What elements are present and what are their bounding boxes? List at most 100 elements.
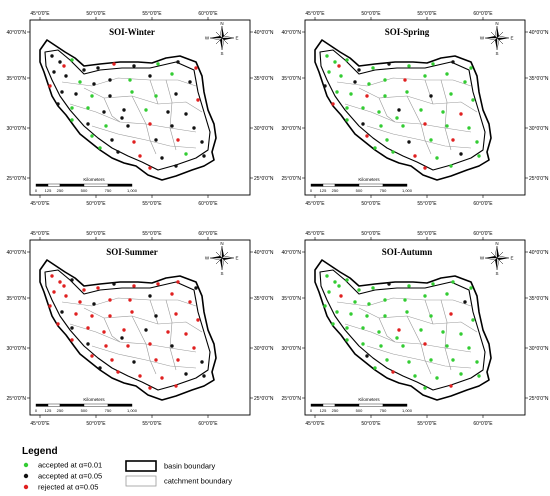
catchment-boundary [358,307,478,333]
station-point [144,328,148,332]
station-point [170,292,174,296]
catchment-boundary [83,307,203,333]
scale-segment [59,403,85,407]
lon-label-top: 50°0'0"E [86,231,106,237]
north-arrow-icon: N S E W [205,21,239,56]
station-point [86,122,90,126]
station-point [112,282,116,286]
station-point [90,354,94,358]
catchment-boundary [91,345,197,369]
compass-needle [497,258,509,260]
station-point [395,116,399,120]
station-point [176,138,180,142]
scale-tick: 125 [45,408,52,413]
station-point [333,60,337,64]
compass-s: S [495,271,498,276]
station-point [373,366,377,370]
station-point [423,342,427,346]
station-point [331,322,335,326]
panel-title: SOI-Autumn [382,247,433,257]
station-point [192,346,196,350]
station-point [130,90,134,94]
station-point [148,74,152,78]
scale-tick: 0 [310,408,313,413]
station-point [405,90,409,94]
catchment-boundary [165,79,177,151]
lon-label-top: 60°0'0"E [198,11,218,17]
station-point [345,278,349,282]
lon-label-top: 50°0'0"E [86,11,106,17]
compass-needle [222,38,234,40]
station-point [102,330,106,334]
scale-bar: Kilometers 0 125 250 500 750 1,000 [35,397,138,413]
lat-label-left: 40°0'0"N [7,250,27,256]
legend-title: Legend [22,446,58,457]
station-point [445,344,449,348]
basin-boundary [314,39,492,181]
station-point [325,274,329,278]
basin-boundary [319,49,486,171]
lon-label-bottom: 55°0'0"E [142,421,162,427]
lat-label-right: 30°0'0"N [529,126,549,132]
compass-needle [485,36,497,38]
scale-tick: 250 [57,188,64,193]
station-point [435,376,439,380]
station-point [333,280,337,284]
compass-s: S [220,51,223,56]
scale-segment [382,403,408,407]
scale-tick: 750 [380,408,387,413]
lat-label-right: 40°0'0"N [529,30,549,36]
lon-label-bottom: 60°0'0"E [473,421,493,427]
lat-label-left: 30°0'0"N [7,346,27,352]
station-point [407,140,411,144]
lat-label-right: 35°0'0"N [529,296,549,302]
station-point [323,84,327,88]
station-point [176,358,180,362]
station-point [52,70,56,74]
catchment-boundary [344,323,472,353]
catchment-boundary [424,299,434,325]
panel-title: SOI-Winter [109,27,155,37]
lat-label-left: 35°0'0"N [7,76,27,82]
station-point [387,282,391,286]
lon-label-top: 45°0'0"E [30,11,50,17]
lon-label-top: 55°0'0"E [142,231,162,237]
panel-title: SOI-Spring [385,27,430,37]
station-point [385,358,389,362]
station-point [445,292,449,296]
station-point [467,346,471,350]
station-point [194,66,198,70]
catchment-boundary [440,79,452,151]
station-point [70,338,74,342]
station-point [74,312,78,316]
legend-point-label: rejected at α=0.05 [38,483,98,492]
scale-segment [83,183,109,187]
catchment-boundary [103,97,121,123]
lon-label-bottom: 50°0'0"E [86,421,106,427]
lon-label-top: 45°0'0"E [305,231,325,237]
legend-point-marker [23,484,29,490]
lon-label-bottom: 45°0'0"E [30,421,50,427]
lat-label-left: 35°0'0"N [282,296,302,302]
compass-n: N [495,21,498,26]
station-point [383,298,387,302]
lon-label-bottom: 60°0'0"E [473,201,493,207]
station-point [441,110,445,114]
compass-needle [495,258,497,270]
station-point [327,290,331,294]
station-point [345,338,349,342]
lat-label-left: 30°0'0"N [282,126,302,132]
basin-boundary [39,259,217,401]
scale-segment [35,183,49,187]
station-point [449,384,453,388]
scale-tick: 0 [35,408,38,413]
scale-unit: Kilometers [83,397,105,402]
station-point [122,328,126,332]
scale-segment [334,183,360,187]
station-point [104,344,108,348]
station-point [64,74,68,78]
lon-label-top: 45°0'0"E [305,11,325,17]
compass-needle [495,38,497,50]
station-point [383,78,387,82]
